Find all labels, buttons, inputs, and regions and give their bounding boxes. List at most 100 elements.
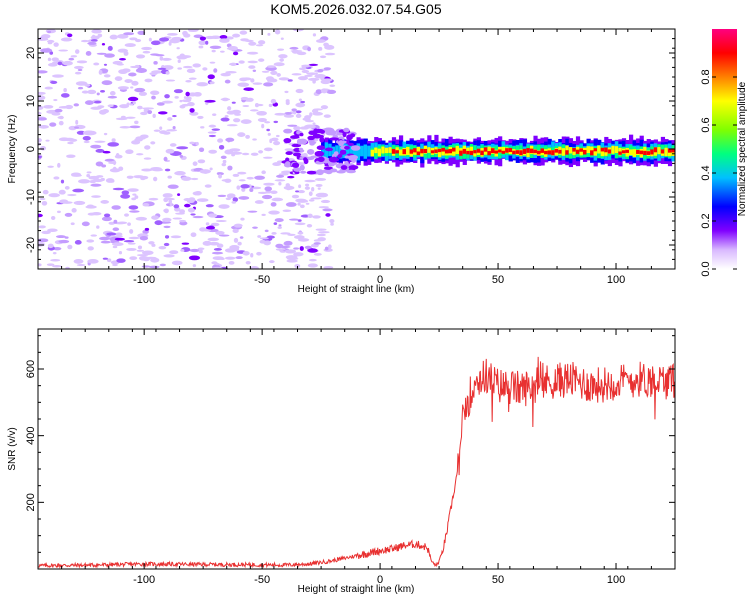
heatmap-cell [219, 34, 228, 40]
heatmap-cell [135, 67, 148, 73]
heatmap-ridge-cell [505, 148, 510, 153]
heatmap-cell [248, 41, 257, 46]
heatmap-cell [274, 179, 286, 182]
heatmap-ridge-cell [604, 147, 609, 153]
heatmap-cell [199, 36, 207, 41]
heatmap-cell [134, 87, 146, 93]
heatmap-cell [111, 138, 116, 143]
heatmap-ridge-cell [529, 148, 535, 154]
heatmap-cell [196, 198, 209, 202]
heatmap-ridge-cell [646, 151, 651, 155]
heatmap-cell [233, 223, 243, 228]
heatmap-cell [300, 170, 307, 174]
heatmap-cell [304, 186, 310, 190]
heatmap-cell [229, 62, 237, 67]
heatmap-cell [101, 80, 113, 86]
heatmap-cell [165, 79, 176, 82]
heatmap-cell [162, 193, 173, 198]
heatmap-ridge-cell [466, 147, 471, 154]
heatmap-cell [87, 204, 94, 207]
heatmap-cell [344, 160, 349, 167]
colorbar-tick-label: 0.4 [700, 165, 712, 180]
heatmap-cell [287, 124, 298, 127]
heatmap-cell [293, 167, 302, 172]
heatmap-cell [182, 30, 188, 36]
heatmap-cell [200, 126, 205, 129]
heatmap-cell [128, 236, 140, 240]
heatmap-cell [208, 149, 218, 154]
heatmap-cell [38, 105, 44, 110]
heatmap-cell [126, 102, 130, 106]
heatmap-cell [41, 34, 51, 39]
y-tick-label: -20 [25, 237, 37, 253]
heatmap-cell [170, 235, 182, 239]
heatmap-cell [58, 189, 66, 195]
heatmap-cell [212, 256, 224, 260]
heatmap-cell [129, 256, 138, 261]
heatmap-cell [195, 141, 199, 146]
heatmap-cell [291, 108, 297, 112]
heatmap-cell [257, 191, 268, 195]
heatmap-cell [335, 132, 344, 136]
heatmap-cell [196, 82, 209, 87]
heatmap-ridge-cell [459, 150, 464, 156]
heatmap-ridge-cell [675, 147, 679, 159]
heatmap-cell [100, 240, 111, 244]
heatmap-cell [74, 240, 82, 245]
heatmap-cell [70, 172, 82, 177]
heatmap-ridge-cell [575, 146, 581, 153]
heatmap-cell [91, 29, 102, 34]
heatmap-cell [283, 138, 292, 144]
heatmap-ridge-cell [466, 150, 471, 155]
heatmap-cell [301, 64, 311, 68]
heatmap-cell [192, 191, 202, 196]
heatmap-cell [189, 111, 199, 116]
heatmap-cell [250, 152, 259, 156]
heatmap-cell [188, 29, 199, 33]
heatmap-cell [285, 100, 290, 106]
heatmap-ridge-cell [643, 146, 648, 155]
heatmap-cell [279, 58, 284, 62]
heatmap-cell [52, 265, 62, 268]
heatmap-ridge-cell [667, 148, 673, 153]
heatmap-cell [346, 134, 353, 141]
heatmap-cell [93, 100, 102, 104]
heatmap-ridge-cell [448, 149, 453, 154]
heatmap-cell [325, 213, 331, 217]
heatmap-cell [141, 265, 151, 268]
heatmap-cell [270, 70, 278, 75]
heatmap-cell [192, 161, 198, 166]
heatmap-ridge-cell [349, 144, 354, 159]
heatmap-ridge-cell [367, 145, 372, 157]
heatmap-cell [132, 193, 137, 196]
heatmap-cell [295, 102, 306, 108]
y-tick-label: 20 [25, 47, 37, 59]
heatmap-cell [275, 248, 286, 251]
heatmap-cell [227, 45, 238, 51]
heatmap-cell [121, 190, 130, 195]
heatmap-ridge-cell [547, 150, 552, 155]
heatmap-cell [240, 184, 250, 189]
heatmap-cell [47, 57, 52, 62]
colorbar-gradient [712, 29, 737, 269]
heatmap-cell [167, 32, 178, 36]
colorbar-ticks: 0.0 0.2 0.4 0.6 0.8 [700, 69, 737, 277]
heatmap-cell [315, 183, 323, 187]
heatmap-ridge-cell [406, 146, 411, 156]
heatmap-cell [90, 234, 98, 237]
heatmap-cell [157, 111, 168, 115]
heatmap-cell [163, 156, 168, 162]
heatmap-ridge-cell [636, 149, 641, 154]
heatmap-cell [314, 150, 325, 157]
heatmap-ridge-cell [360, 145, 365, 157]
heatmap-cell [96, 92, 100, 96]
heatmap-cell [283, 240, 293, 246]
heatmap-cell [100, 177, 105, 182]
heatmap-cell [81, 221, 90, 227]
heatmap-cell [312, 79, 316, 84]
heatmap-cell [74, 126, 79, 129]
heatmap-cell [154, 220, 163, 226]
heatmap-cell [173, 89, 183, 94]
heatmap-cell [278, 77, 290, 81]
heatmap-cell [179, 104, 186, 109]
